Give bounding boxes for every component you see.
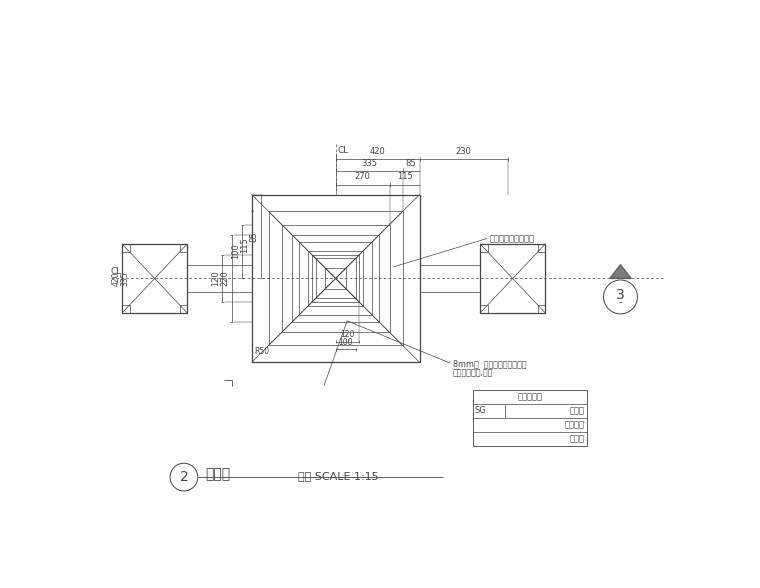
Text: 220: 220: [220, 270, 230, 286]
Polygon shape: [610, 265, 632, 279]
Text: 细荐梕面: 细荐梕面: [565, 420, 584, 429]
Bar: [252, 195, 420, 362]
Text: 270: 270: [355, 172, 370, 182]
Text: -: -: [619, 298, 622, 308]
Text: R50: R50: [254, 348, 269, 356]
Text: 3: 3: [616, 288, 625, 302]
Text: 120: 120: [211, 270, 220, 286]
Bar: [325, 268, 347, 289]
Bar: [292, 235, 379, 322]
Text: SG: SG: [475, 406, 486, 415]
Text: 420: 420: [369, 147, 385, 156]
Text: 420: 420: [112, 271, 120, 286]
Text: 8mm厘  热镖锌防锈处理方通: 8mm厘 热镖锌防锈处理方通: [453, 359, 526, 368]
Text: 85: 85: [406, 159, 416, 168]
Bar: [480, 244, 546, 313]
Text: CL: CL: [337, 146, 348, 155]
Text: 115: 115: [397, 172, 413, 182]
Text: 85: 85: [249, 231, 258, 242]
Text: 平面图: 平面图: [205, 467, 230, 481]
Text: 花岗石: 花岗石: [569, 406, 584, 415]
Text: 115: 115: [240, 237, 249, 253]
Bar: [299, 242, 372, 315]
Text: 按尺寸切割: 按尺寸切割: [517, 393, 542, 402]
Bar: [473, 390, 587, 446]
Text: 2: 2: [179, 470, 188, 484]
Bar: [308, 250, 363, 306]
Text: 静电粉末啤涂,黑色: 静电粉末啤涂,黑色: [453, 369, 493, 377]
Text: CL: CL: [111, 267, 122, 276]
Bar: [122, 244, 188, 313]
Text: 比例 SCALE 1:15: 比例 SCALE 1:15: [298, 470, 378, 480]
Text: 黄金底: 黄金底: [569, 434, 584, 443]
Text: 335: 335: [121, 271, 130, 286]
Bar: [268, 212, 403, 345]
Bar: [312, 255, 359, 302]
Text: 100: 100: [338, 338, 353, 347]
Bar: [315, 259, 356, 299]
Bar: [282, 225, 390, 332]
Text: 100: 100: [231, 243, 240, 259]
Text: 灯具由专业厂家提供: 灯具由专业厂家提供: [489, 234, 534, 243]
Text: 120: 120: [340, 330, 355, 339]
Text: 335: 335: [361, 159, 377, 168]
Text: 230: 230: [456, 147, 472, 156]
